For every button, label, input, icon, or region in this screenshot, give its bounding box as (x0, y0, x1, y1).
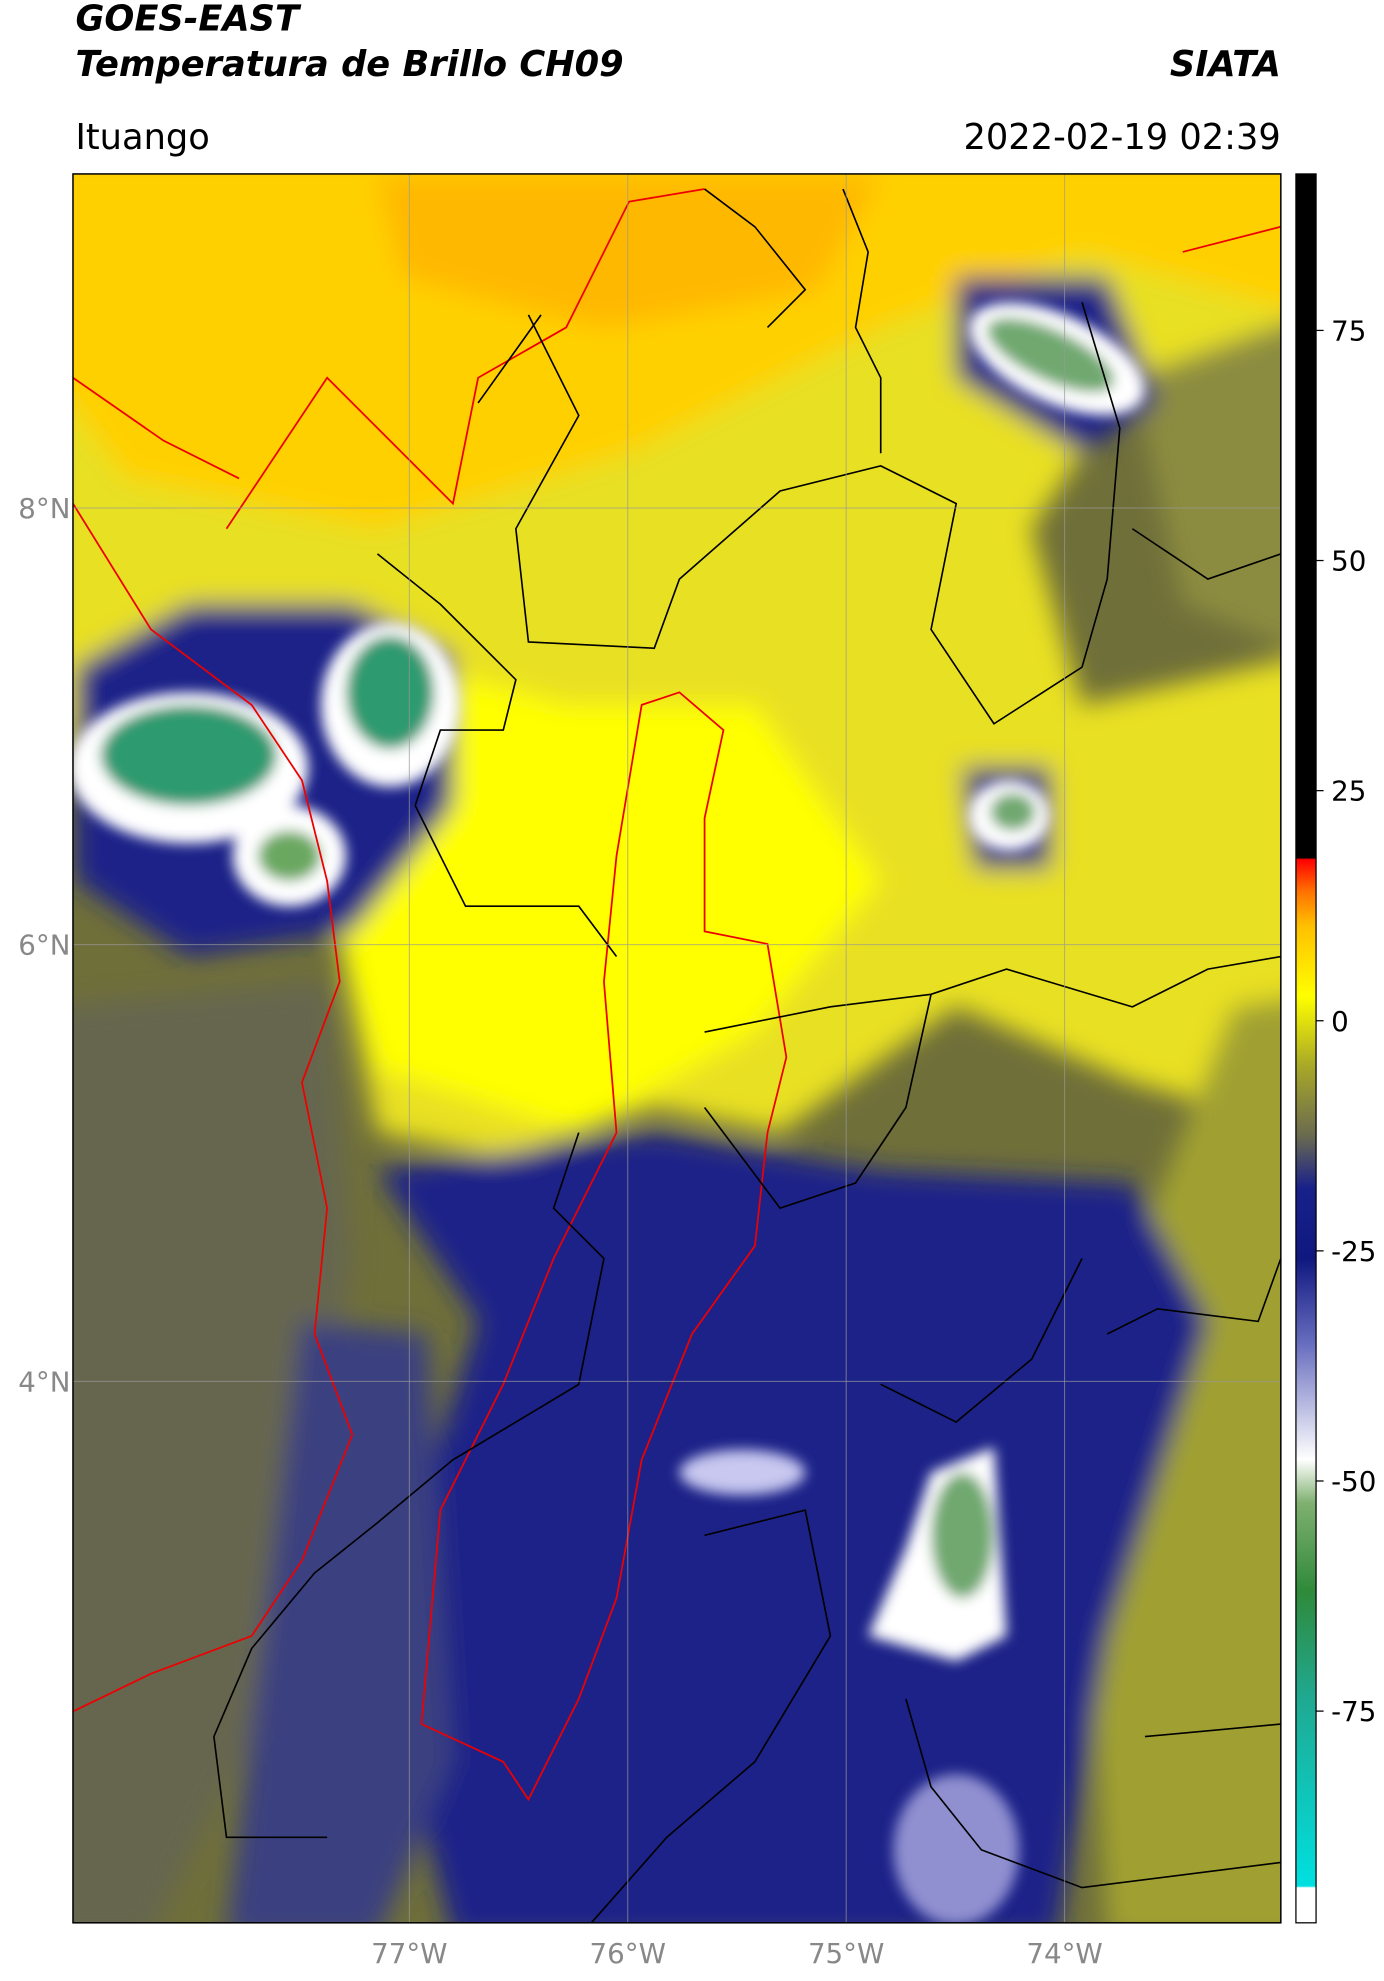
satellite-image (72, 173, 1281, 1923)
map-frame (72, 173, 1282, 1924)
brand: SIATA (1170, 44, 1281, 85)
x-tick-label: 77°W (371, 1937, 447, 1970)
grid (72, 173, 1281, 1923)
x-tick-label: 76°W (590, 1937, 666, 1970)
colorbar-tick-label: -50 (1331, 1465, 1376, 1498)
colorbar-tick-label: -25 (1331, 1235, 1376, 1268)
colorbar-tick-label: 50 (1331, 545, 1366, 578)
datetime: 2022-02-19 02:39 (963, 117, 1280, 158)
colorbar-tick-label: -75 (1331, 1695, 1376, 1728)
colorbar-tick-label: 25 (1331, 775, 1366, 808)
y-tick-label: 6°N (18, 929, 70, 962)
location: Ituango (75, 117, 209, 158)
axis-labels: 77°W 76°W 75°W 74°W 4°N 6°N 8°N -75 -50 -25 0 25 50 7… (18, 314, 1376, 1970)
subtitle: Temperatura de Brillo CH09 (75, 44, 623, 85)
y-tick-label: 4°N (18, 1365, 70, 1398)
colorbar-tick-label: 0 (1331, 1005, 1349, 1038)
title: GOES-EAST (75, 0, 302, 40)
colorbar-tick-label: 75 (1331, 314, 1366, 347)
x-tick-label: 74°W (1026, 1937, 1102, 1970)
x-tick-label: 75°W (808, 1937, 884, 1970)
y-tick-label: 8°N (18, 492, 70, 525)
colorbar (1295, 173, 1317, 1924)
